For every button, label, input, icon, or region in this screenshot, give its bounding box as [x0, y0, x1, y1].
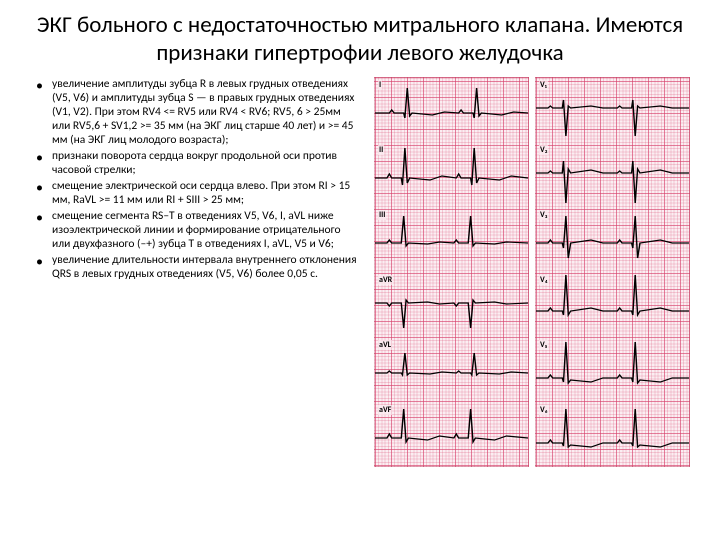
- ecg-lead: V₃: [536, 208, 689, 273]
- ecg-lead: aVF: [375, 403, 528, 468]
- ecg-wave-icon: [536, 208, 689, 273]
- bullet-item: увеличение амплитуды зубца R в левых гру…: [30, 77, 360, 147]
- ecg-wave-icon: [536, 78, 689, 143]
- ecg-wave-icon: [375, 208, 528, 273]
- ecg-lead: II: [375, 143, 528, 208]
- ecg-wave-icon: [536, 403, 689, 468]
- bullet-item: смещение сегмента RS–T в отведениях V5, …: [30, 209, 360, 251]
- slide: ЭКГ больного с недостаточностью митральн…: [0, 0, 720, 540]
- ecg-lead: V₆: [536, 403, 689, 468]
- bullet-list: увеличение амплитуды зубца R в левых гру…: [30, 77, 360, 281]
- slide-title: ЭКГ больного с недостаточностью митральн…: [30, 12, 690, 67]
- ecg-lead: V₁: [536, 78, 689, 143]
- ecg-wave-icon: [375, 338, 528, 403]
- bullet-item: смещение электрической оси сердца влево.…: [30, 179, 360, 207]
- content-row: увеличение амплитуды зубца R в левых гру…: [30, 77, 690, 467]
- ecg-wave-icon: [375, 143, 528, 208]
- bullet-item: признаки поворота сердца вокруг продольн…: [30, 149, 360, 177]
- ecg-wave-icon: [536, 143, 689, 208]
- ecg-wave-icon: [375, 403, 528, 468]
- ecg-lead: III: [375, 208, 528, 273]
- ecg-lead: I: [375, 78, 528, 143]
- ecg-lead: V₅: [536, 338, 689, 403]
- ecg-strip-left: I II III aVR aVL: [374, 77, 529, 467]
- ecg-lead: V₄: [536, 273, 689, 338]
- ecg-lead: aVR: [375, 273, 528, 338]
- ecg-lead: V₂: [536, 143, 689, 208]
- ecg-lead: aVL: [375, 338, 528, 403]
- bullet-list-block: увеличение амплитуды зубца R в левых гру…: [30, 77, 360, 467]
- bullet-item: увеличение длительности интервала внутре…: [30, 253, 360, 281]
- ecg-wave-icon: [375, 273, 528, 338]
- ecg-strip-right: V₁ V₂ V₃ V₄ V₅: [535, 77, 690, 467]
- ecg-block: I II III aVR aVL: [374, 77, 690, 467]
- ecg-wave-icon: [375, 78, 528, 143]
- ecg-wave-icon: [536, 273, 689, 338]
- ecg-wave-icon: [536, 338, 689, 403]
